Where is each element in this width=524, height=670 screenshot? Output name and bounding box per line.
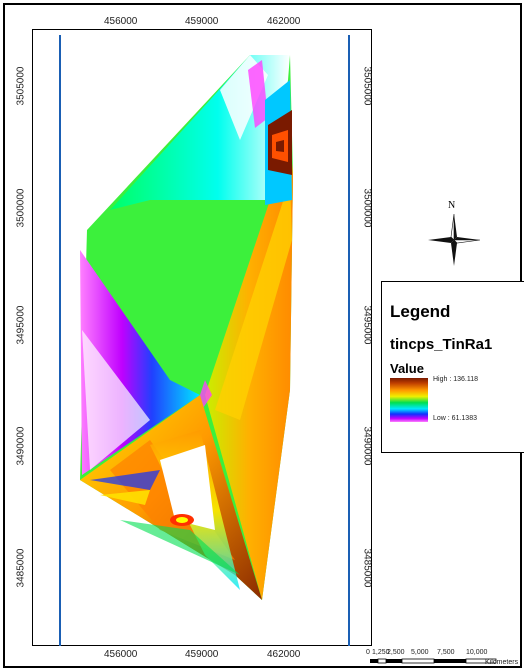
legend-high-label: High : 136.118 (433, 376, 479, 383)
legend-low-label: Low : 61.1383 (433, 415, 477, 422)
x-tick-label-top: 459000 (185, 16, 219, 27)
legend-color-ramp (390, 378, 428, 422)
x-tick-label-top: 462000 (267, 16, 301, 27)
y-tick-label-right: 3500000 (361, 188, 373, 228)
scale-bar-graphic (370, 658, 497, 664)
north-arrow: N (426, 200, 482, 266)
y-tick-label-right: 3495000 (361, 305, 373, 345)
neatline-left (59, 35, 61, 646)
x-tick-label-bottom: 459000 (185, 649, 219, 660)
x-tick-label-top: 456000 (104, 16, 138, 27)
neatline-right (348, 35, 350, 646)
compass-rose-icon (428, 213, 481, 266)
x-tick-label-bottom: 456000 (104, 649, 138, 660)
scale-units: Kilometers (485, 659, 519, 666)
north-label: N (448, 200, 456, 211)
y-tick-label-right: 3490000 (361, 426, 373, 466)
x-tick-label-bottom: 462000 (267, 649, 301, 660)
scale-label: 7,500 (437, 649, 455, 656)
scale-label: 2,500 (387, 649, 405, 656)
legend-title: Legend (390, 302, 451, 321)
y-tick-label-left: 3485000 (15, 548, 27, 588)
scale-label: 1,250 (372, 649, 390, 656)
y-tick-label-left: 3500000 (15, 188, 27, 228)
y-tick-label-left: 3495000 (15, 305, 27, 345)
y-tick-label-left: 3505000 (15, 66, 27, 106)
legend-field-name: Value (390, 361, 424, 376)
legend-layer-name: tincps_TinRa1 (390, 336, 493, 353)
scale-label: 10,000 (466, 649, 488, 656)
scale-label: 0 (366, 649, 370, 656)
y-tick-label-left: 3490000 (15, 426, 27, 466)
y-tick-label-right: 3485000 (361, 548, 373, 588)
scale-label: 5,000 (411, 649, 429, 656)
legend: Legend tincps_TinRa1 Value High : 136.11… (381, 281, 524, 453)
y-tick-label-right: 3505000 (361, 66, 373, 106)
